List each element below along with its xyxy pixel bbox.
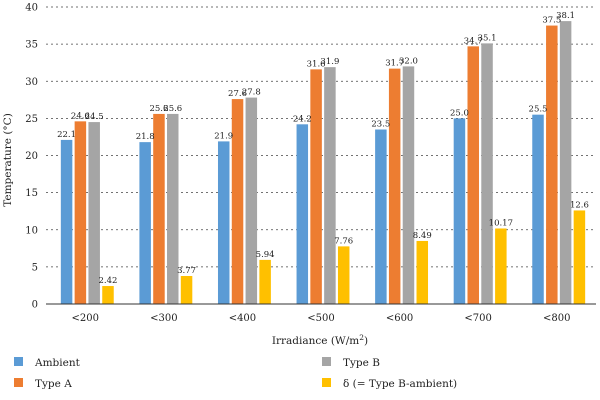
bar	[402, 66, 415, 305]
y-tick-label: 0	[32, 300, 38, 311]
bar	[245, 97, 258, 305]
legend-swatch	[322, 357, 331, 366]
data-label: 27.6	[228, 89, 247, 99]
data-label: 31.9	[320, 57, 339, 67]
x-axis-title-suffix: )	[364, 335, 368, 347]
data-label: 25.6	[149, 104, 168, 114]
data-label: 27.8	[242, 88, 261, 98]
x-tick-label: <500	[307, 313, 334, 324]
bar	[375, 129, 387, 304]
data-label: 12.6	[570, 200, 589, 210]
y-tick-label: 10	[25, 225, 38, 236]
y-tick-label: 20	[25, 151, 38, 162]
data-label: 21.9	[214, 131, 233, 141]
bar	[573, 210, 586, 304]
bar	[559, 21, 572, 304]
data-label: 24.5	[85, 112, 104, 122]
data-label: 35.1	[478, 33, 497, 43]
bar	[324, 67, 336, 304]
legend-swatch	[322, 378, 331, 387]
bar	[259, 259, 271, 304]
bar	[495, 228, 507, 304]
bar	[153, 113, 165, 304]
data-label: 8.49	[413, 231, 432, 241]
data-label: 25.5	[529, 105, 548, 115]
x-axis-title-superscript: 2	[359, 333, 364, 342]
x-tick-label: <600	[386, 313, 413, 324]
legend-label: Type B	[343, 357, 380, 369]
data-label: 25.6	[163, 104, 182, 114]
data-label: 2.42	[99, 276, 118, 286]
x-tick-label: <200	[72, 313, 99, 324]
data-label: 24.2	[293, 114, 312, 124]
y-axis-ticks: 0 5 10 15 20 25 30 35 40	[25, 3, 38, 311]
bar	[388, 68, 401, 304]
legend-label: Ambient	[34, 357, 81, 369]
bars	[60, 21, 586, 305]
data-label: 34.7	[464, 36, 483, 46]
bar	[546, 25, 558, 304]
x-tick-label: <300	[150, 313, 177, 324]
bar	[180, 276, 193, 304]
y-tick-label: 30	[25, 77, 38, 88]
y-tick-label: 15	[25, 188, 38, 199]
data-label: 32.0	[399, 56, 418, 66]
data-label: 24.6	[71, 111, 90, 121]
legend-swatch	[14, 378, 23, 387]
y-tick-label: 40	[25, 3, 38, 14]
data-label: 7.76	[334, 236, 353, 246]
legend-label: δ (= Type B-ambient)	[343, 378, 457, 390]
data-label: 10.17	[489, 218, 513, 228]
x-axis-title-text: Irradiance (W/m	[272, 335, 359, 347]
bar	[481, 43, 493, 304]
legend-swatch	[14, 357, 23, 366]
x-axis-title: Irradiance (W/m2)	[272, 333, 368, 347]
x-tick-label: <700	[464, 313, 491, 324]
data-label: 25.0	[450, 108, 469, 118]
data-labels: 22.1 24.624.5 2.42 21.8 25.625.6 3.77 21.9 27.6…	[57, 11, 589, 286]
data-label: 31.6	[307, 59, 326, 69]
bar	[467, 46, 479, 304]
legend-label: Type A	[35, 378, 72, 390]
y-tick-label: 35	[25, 40, 38, 51]
bar	[532, 114, 544, 304]
data-label: 23.5	[371, 120, 390, 130]
bar	[60, 139, 73, 304]
data-label: 5.94	[256, 250, 275, 260]
bar	[453, 118, 466, 304]
data-label: 37.5	[542, 16, 561, 26]
x-tick-label: <400	[229, 313, 256, 324]
bar	[88, 122, 100, 305]
bar	[231, 99, 244, 304]
y-axis-title: Temperature (°C)	[2, 113, 14, 207]
x-tick-label: <800	[543, 313, 570, 324]
bar	[337, 246, 350, 304]
legend: Ambient Type A Type B δ (= Type B-ambient)	[14, 357, 457, 390]
x-axis-ticks: <200 <300 <400 <500 <600 <700 <800	[72, 313, 571, 324]
data-label: 38.1	[556, 11, 575, 21]
bar	[139, 142, 151, 304]
y-tick-label: 5	[32, 262, 38, 273]
data-label: 3.77	[177, 266, 196, 276]
bar	[416, 240, 429, 304]
bar	[102, 286, 114, 304]
bar	[74, 121, 87, 304]
data-label: 31.7	[385, 59, 404, 69]
bar	[217, 141, 230, 304]
data-label: 22.1	[57, 130, 76, 140]
data-label: 21.8	[136, 132, 155, 142]
bar	[310, 69, 322, 305]
bar	[167, 113, 179, 304]
y-tick-label: 25	[25, 114, 38, 125]
bar	[296, 124, 309, 304]
